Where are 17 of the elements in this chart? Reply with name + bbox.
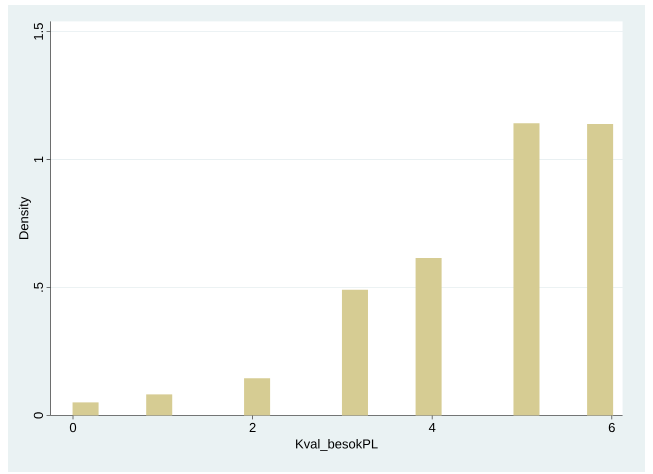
y-tick-label: .5 [34,282,44,292]
bar [244,378,270,416]
x-tick-label: 0 [70,422,76,432]
bar [587,124,614,416]
bar [146,394,172,416]
x-tick-label: 4 [428,422,436,432]
x-tick-label: 6 [608,422,615,432]
bar [416,258,442,416]
y-axis-title: Density [18,196,31,240]
y-tick-label: 0 [34,412,44,419]
y-tick-label: 1.5 [34,23,44,40]
bar [342,290,368,416]
bar [72,402,99,416]
x-tick-label: 2 [250,422,256,432]
bar [513,123,540,416]
x-axis-title: Kval_besokPL [296,439,378,452]
y-tick-label: 1 [34,156,44,162]
